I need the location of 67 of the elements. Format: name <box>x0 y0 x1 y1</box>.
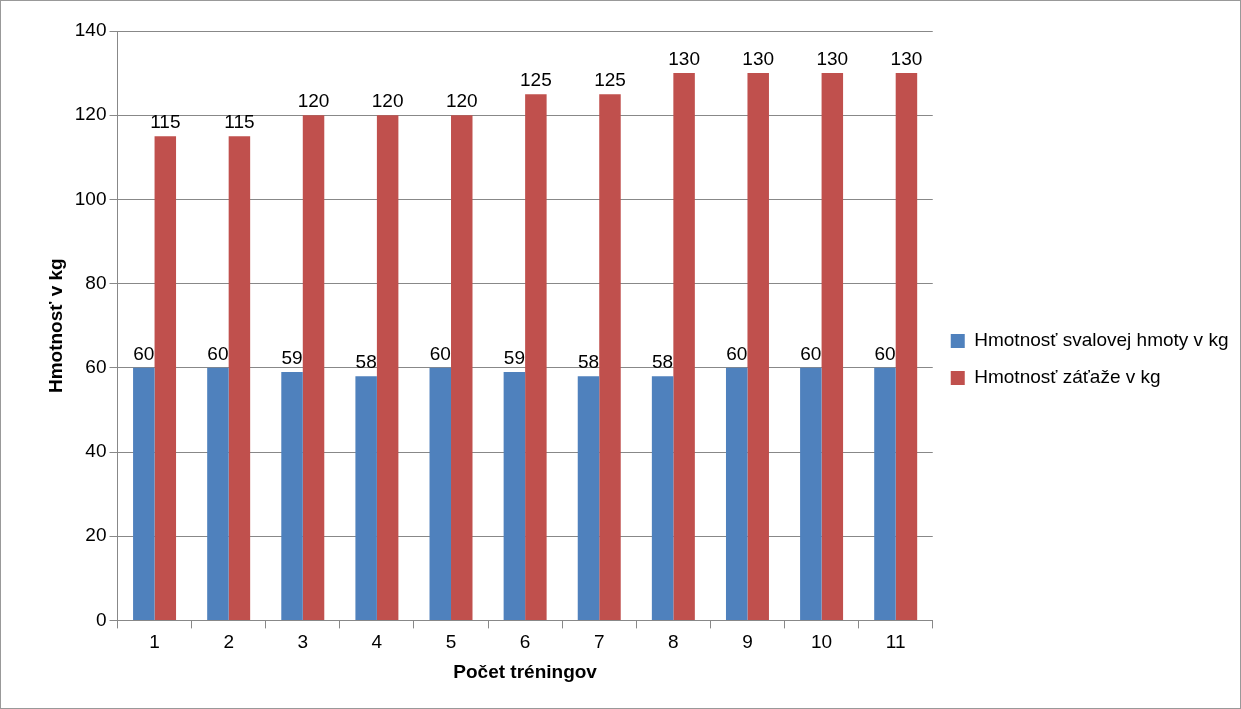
bar <box>207 367 229 620</box>
bar <box>429 367 452 620</box>
x-tick-label: 2 <box>223 631 234 653</box>
data-label: 120 <box>371 89 404 111</box>
bar <box>821 73 844 620</box>
data-label: 60 <box>800 342 822 364</box>
bar <box>154 136 177 620</box>
y-tick-label: 0 <box>95 608 107 630</box>
bar <box>228 136 251 620</box>
bar <box>747 73 769 620</box>
bar <box>302 115 325 620</box>
legend-label: Hmotnosť svalovej hmoty v kg <box>974 329 1229 351</box>
x-tick-label: 5 <box>445 631 457 653</box>
y-tick-label: 140 <box>74 19 107 41</box>
y-tick-label: 80 <box>85 271 107 293</box>
data-label: 115 <box>224 110 255 132</box>
bar <box>503 372 526 620</box>
data-label: 120 <box>297 89 330 111</box>
bar <box>800 367 822 620</box>
data-label: 125 <box>520 68 552 90</box>
data-label: 58 <box>355 350 377 372</box>
data-label: 58 <box>577 350 600 372</box>
data-label: 59 <box>503 346 525 368</box>
x-tick-label: 9 <box>742 631 753 653</box>
bar <box>725 367 748 620</box>
x-tick-label: 1 <box>149 631 160 653</box>
data-label: 130 <box>890 47 923 69</box>
x-tick-label: 6 <box>519 631 531 653</box>
x-tick-label: 10 <box>811 631 833 653</box>
bar <box>451 115 473 620</box>
data-label: 60 <box>429 342 451 364</box>
y-tick-label: 20 <box>85 524 107 546</box>
bar <box>525 94 547 620</box>
data-label: 60 <box>726 342 748 364</box>
bar <box>376 115 399 620</box>
bar <box>281 372 303 620</box>
data-label: 60 <box>133 342 155 364</box>
data-label: 58 <box>652 350 674 372</box>
data-label: 59 <box>281 346 303 368</box>
bar <box>355 376 377 620</box>
y-tick-label: 100 <box>74 187 107 209</box>
bar <box>895 73 918 620</box>
bar <box>599 94 621 620</box>
x-tick-label: 3 <box>297 631 309 653</box>
data-label: 60 <box>874 342 896 364</box>
x-tick-label: 11 <box>885 631 906 653</box>
x-axis-title: Počet tréningov <box>453 660 598 682</box>
y-tick-label: 40 <box>85 440 107 462</box>
y-tick-label: 60 <box>85 356 107 378</box>
data-label: 130 <box>816 47 849 69</box>
y-axis-title: Hmotnosť v kg <box>44 258 66 394</box>
y-tick-label: 120 <box>74 103 107 125</box>
data-label: 120 <box>445 89 478 111</box>
bar <box>133 367 155 620</box>
data-label: 130 <box>742 47 775 69</box>
bar <box>651 376 674 620</box>
data-label: 130 <box>668 47 700 69</box>
data-label: 60 <box>207 342 229 364</box>
data-label: 115 <box>150 110 181 132</box>
bar <box>577 376 600 620</box>
bar <box>673 73 695 620</box>
x-tick-label: 8 <box>668 631 679 653</box>
bar <box>874 367 896 620</box>
legend-label: Hmotnosť záťaže v kg <box>974 366 1161 388</box>
data-label: 125 <box>594 68 626 90</box>
x-tick-label: 7 <box>593 631 605 653</box>
x-tick-label: 4 <box>371 631 383 653</box>
